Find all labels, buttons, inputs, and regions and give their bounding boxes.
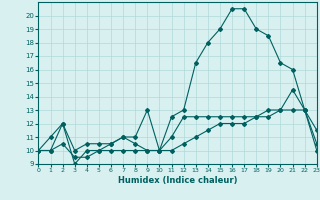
X-axis label: Humidex (Indice chaleur): Humidex (Indice chaleur) xyxy=(118,176,237,185)
